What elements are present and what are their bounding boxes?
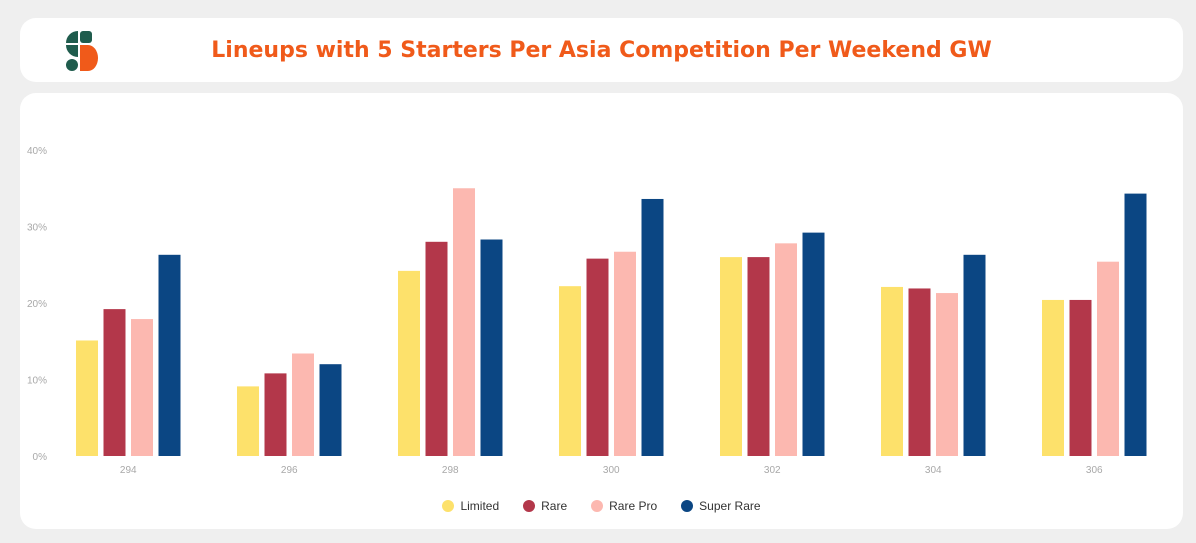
x-tick-label: 300 [603, 465, 620, 476]
y-tick-label: 10% [27, 376, 47, 387]
legend-label: Rare [541, 499, 568, 513]
bar-rare-pro-304[interactable] [936, 293, 958, 456]
legend-item-rare[interactable]: Rare [523, 499, 567, 513]
x-tick-label: 304 [925, 465, 942, 476]
header-card: Lineups with 5 Starters Per Asia Competi… [20, 18, 1183, 82]
bar-super-rare-296[interactable] [319, 364, 342, 456]
legend-label: Limited [460, 499, 500, 513]
legend-item-rare-pro[interactable]: Rare Pro [591, 499, 657, 513]
bar-limited-296[interactable] [237, 386, 259, 456]
chart-card: 0% 10% 20% 30% 40% 294 296 298 300 302 304 306 Limi… [20, 93, 1183, 529]
legend-label: Rare Pro [609, 499, 658, 513]
legend-label: Super Rare [699, 499, 761, 513]
bar-super-rare-300[interactable] [641, 198, 664, 456]
bar-rare-pro-300[interactable] [614, 251, 636, 456]
legend-item-super-rare[interactable]: Super Rare [681, 499, 761, 513]
bar-super-rare-304[interactable] [963, 254, 986, 456]
bar-rare-306[interactable] [1069, 299, 1092, 456]
legend-item-limited[interactable]: Limited [442, 499, 499, 513]
bar-rare-pro-302[interactable] [775, 243, 797, 456]
legend-swatch [591, 500, 604, 512]
bar-super-rare-302[interactable] [802, 232, 825, 456]
bar-rare-300[interactable] [586, 258, 609, 456]
bar-rare-pro-296[interactable] [292, 353, 314, 456]
x-tick-label: 306 [1086, 465, 1103, 476]
bar-limited-306[interactable] [1042, 299, 1064, 456]
x-tick-label: 296 [281, 465, 298, 476]
bar-rare-pro-294[interactable] [131, 319, 153, 456]
bar-limited-300[interactable] [559, 286, 581, 456]
y-tick-label: 40% [27, 146, 47, 157]
bar-chart: 0% 10% 20% 30% 40% 294 296 298 300 302 304 306 [27, 146, 1147, 476]
bar-rare-294[interactable] [103, 309, 126, 456]
bar-limited-304[interactable] [881, 286, 903, 456]
bar-rare-pro-298[interactable] [453, 188, 475, 456]
y-tick-label: 20% [27, 299, 47, 310]
bar-rare-pro-306[interactable] [1097, 261, 1119, 456]
y-tick-label: 0% [33, 452, 48, 463]
x-tick-label: 298 [442, 465, 459, 476]
bar-limited-298[interactable] [398, 270, 420, 456]
legend-swatch [442, 500, 455, 512]
y-tick-label: 30% [27, 223, 47, 234]
bar-limited-302[interactable] [720, 257, 742, 456]
bar-rare-298[interactable] [425, 241, 448, 456]
bar-rare-304[interactable] [908, 288, 931, 456]
bar-rare-296[interactable] [264, 373, 287, 456]
legend-swatch [523, 500, 536, 512]
chart-legend: Limited Rare Rare Pro Super Rare [20, 499, 1183, 513]
bar-limited-294[interactable] [76, 340, 98, 456]
legend-swatch [681, 500, 694, 512]
bar-rare-302[interactable] [747, 257, 770, 456]
x-tick-label: 294 [120, 465, 137, 476]
page-title: Lineups with 5 Starters Per Asia Competi… [211, 38, 992, 63]
bar-super-rare-294[interactable] [158, 254, 181, 456]
x-tick-label: 302 [764, 465, 781, 476]
bar-super-rare-298[interactable] [480, 239, 503, 456]
logo-icon [66, 31, 98, 71]
bar-super-rare-306[interactable] [1124, 193, 1147, 456]
